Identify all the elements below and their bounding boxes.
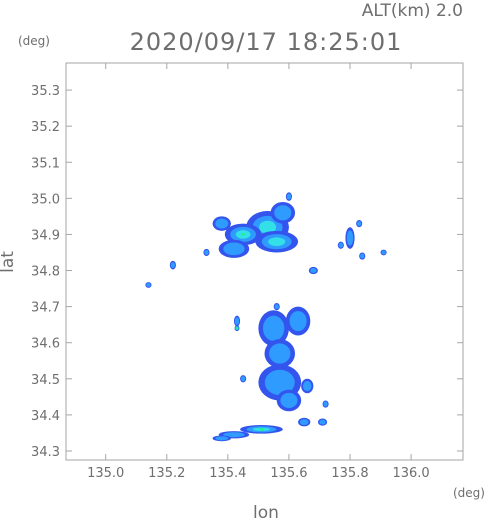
echo-cell xyxy=(234,317,240,325)
echo-cell xyxy=(381,250,386,255)
echo-cell xyxy=(274,304,279,310)
echo-cell xyxy=(215,218,229,229)
echo-cell xyxy=(346,230,354,246)
echo-cell xyxy=(310,267,317,274)
echo-cell xyxy=(319,419,326,425)
echo-cell xyxy=(360,253,365,259)
altitude-label: ALT(km) 2.0 xyxy=(362,1,463,21)
y-tick-label: 34.4 xyxy=(31,409,60,424)
y-tick-label: 34.5 xyxy=(31,373,60,388)
echo-cell xyxy=(223,432,245,438)
echo-cell xyxy=(274,205,292,221)
echo-cell xyxy=(338,242,343,248)
echo-cell xyxy=(289,310,307,332)
echo-cell xyxy=(302,380,312,392)
x-axis-unit: (deg) xyxy=(453,486,485,500)
y-axis-unit: (deg) xyxy=(18,34,50,48)
x-tick-label: 135.0 xyxy=(87,466,124,481)
y-tick-label: 35.2 xyxy=(31,120,60,135)
y-axis-label: lat xyxy=(0,251,18,273)
echo-cell xyxy=(259,220,277,234)
echo-cell xyxy=(268,237,286,246)
x-tick-label: 136.0 xyxy=(392,466,429,481)
y-tick-label: 34.8 xyxy=(31,265,60,280)
echo-cell xyxy=(235,326,239,330)
y-tick-label: 34.3 xyxy=(31,445,60,460)
echo-layer xyxy=(145,192,387,442)
x-axis-label: lon xyxy=(253,503,279,521)
echo-cell xyxy=(357,221,362,227)
y-tick-label: 35.1 xyxy=(31,156,60,171)
echo-cell xyxy=(204,249,209,256)
y-tick-label: 34.6 xyxy=(31,337,60,352)
echo-cell xyxy=(170,262,176,269)
echo-cell xyxy=(146,282,151,287)
x-tick-label: 135.4 xyxy=(209,466,246,481)
plot-frame xyxy=(65,62,464,461)
echo-cell xyxy=(215,436,229,441)
y-tick-label: 35.0 xyxy=(31,192,60,207)
echo-cell xyxy=(323,401,328,407)
echo-cell xyxy=(269,343,291,364)
echo-cell xyxy=(223,242,245,256)
x-tick-label: 135.8 xyxy=(331,466,368,481)
x-tick-label: 135.6 xyxy=(270,466,307,481)
echo-cell xyxy=(264,369,295,396)
y-tick-label: 34.7 xyxy=(31,301,60,316)
chart-title: 2020/09/17 18:25:01 xyxy=(130,28,403,56)
echo-cell xyxy=(286,193,292,200)
y-tick-label: 35.3 xyxy=(31,84,60,99)
tick-layer: 135.0 135.2 135.4 135.6 135.8 136.0 34.3 34.4 34… xyxy=(31,63,463,481)
echo-cell xyxy=(259,427,264,431)
echo-cell xyxy=(241,232,245,236)
echo-cell xyxy=(262,315,285,341)
echo-cell xyxy=(299,419,309,426)
y-tick-label: 34.9 xyxy=(31,228,60,243)
echo-cell xyxy=(240,376,246,382)
echo-cell xyxy=(280,392,298,409)
x-tick-label: 135.2 xyxy=(148,466,185,481)
